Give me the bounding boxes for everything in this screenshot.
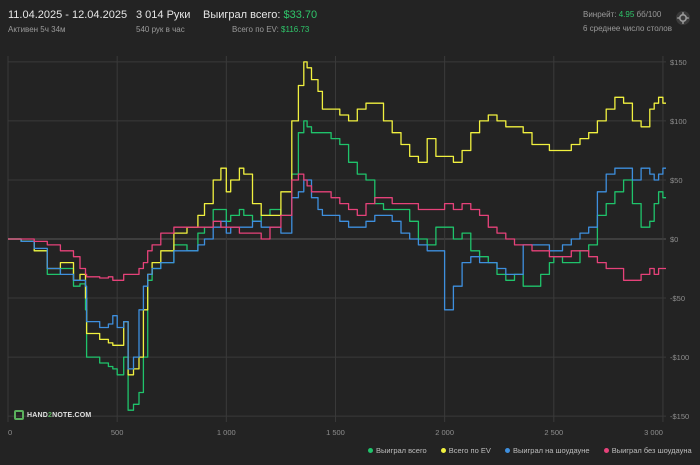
avg-tables: 6 среднее число столов xyxy=(583,24,672,33)
legend-label-non-showdown: Выиграл без шоудауна xyxy=(611,446,692,455)
winrate-value: 4.95 xyxy=(618,10,635,19)
hands-per-hour: 540 рук в час xyxy=(136,25,185,34)
y-tick-label: $100 xyxy=(670,117,687,126)
ev-total-value: $116.73 xyxy=(281,25,310,34)
ev-total: Всего по EV: $116.73 xyxy=(232,25,309,34)
stats-header: 11.04.2025 - 12.04.2025 Активен 5ч 34м 3… xyxy=(0,0,700,50)
legend-dot-ev xyxy=(440,448,446,453)
x-tick-label: 1 000 xyxy=(217,428,236,437)
legend-item-non-showdown[interactable]: Выиграл без шоудауна xyxy=(603,446,692,455)
hands-count: 3 014 Руки xyxy=(136,9,191,21)
x-tick-label: 3 000 xyxy=(644,428,663,437)
x-tick-label: 0 xyxy=(8,428,12,437)
series-line-showdown xyxy=(8,167,666,370)
x-tick-label: 1 500 xyxy=(326,428,345,437)
logo-text-c: NOTE.COM xyxy=(52,412,92,419)
won-total-label: Выиграл всего: xyxy=(203,9,281,21)
winrate: Винрейт: 4.95 бб/100 xyxy=(583,10,661,19)
series-line-won-total xyxy=(8,120,666,411)
active-time: Активен 5ч 34м xyxy=(8,25,66,34)
x-tick-label: 500 xyxy=(111,428,124,437)
logo-text-b: 2 xyxy=(48,412,53,419)
winrate-unit: бб/100 xyxy=(636,10,662,19)
won-total-value: $33.70 xyxy=(283,9,318,21)
legend-label-won-total: Выиграл всего xyxy=(376,446,427,455)
settings-gear-icon[interactable] xyxy=(675,10,691,26)
legend-label-showdown: Выиграл на шоудауне xyxy=(512,446,590,455)
logo-text-a: HAND xyxy=(27,412,49,419)
legend-dot-non-showdown xyxy=(603,448,609,453)
legend-dot-won-total xyxy=(368,448,373,453)
date-range: 11.04.2025 - 12.04.2025 xyxy=(8,9,128,21)
legend-item-won-total[interactable]: Выиграл всего xyxy=(368,446,427,455)
ev-total-label: Всего по EV: xyxy=(232,25,279,34)
y-tick-label: -$150 xyxy=(670,412,689,421)
y-tick-label: $150 xyxy=(670,58,687,67)
x-tick-label: 2 000 xyxy=(435,428,454,437)
y-tick-label: $50 xyxy=(670,176,683,185)
y-tick-label: -$50 xyxy=(670,294,685,303)
won-total: Выиграл всего: $33.70 xyxy=(203,9,317,21)
chart-legend: Выиграл всего Всего по EV Выиграл на шоу… xyxy=(368,446,692,455)
y-tick-label: -$100 xyxy=(670,353,689,362)
hand2note-logo: HAND2NOTE.COM xyxy=(14,410,91,420)
hand2note-logo-mark-icon xyxy=(14,410,24,420)
x-tick-label: 2 500 xyxy=(544,428,563,437)
legend-item-ev[interactable]: Всего по EV xyxy=(440,446,491,455)
legend-dot-showdown xyxy=(504,448,510,453)
series-line-non-showdown xyxy=(8,173,666,281)
legend-label-ev: Всего по EV xyxy=(448,446,491,455)
y-tick-label: $0 xyxy=(670,235,678,244)
winrate-label: Винрейт: xyxy=(583,10,617,19)
legend-item-showdown[interactable]: Выиграл на шоудауне xyxy=(504,446,590,455)
